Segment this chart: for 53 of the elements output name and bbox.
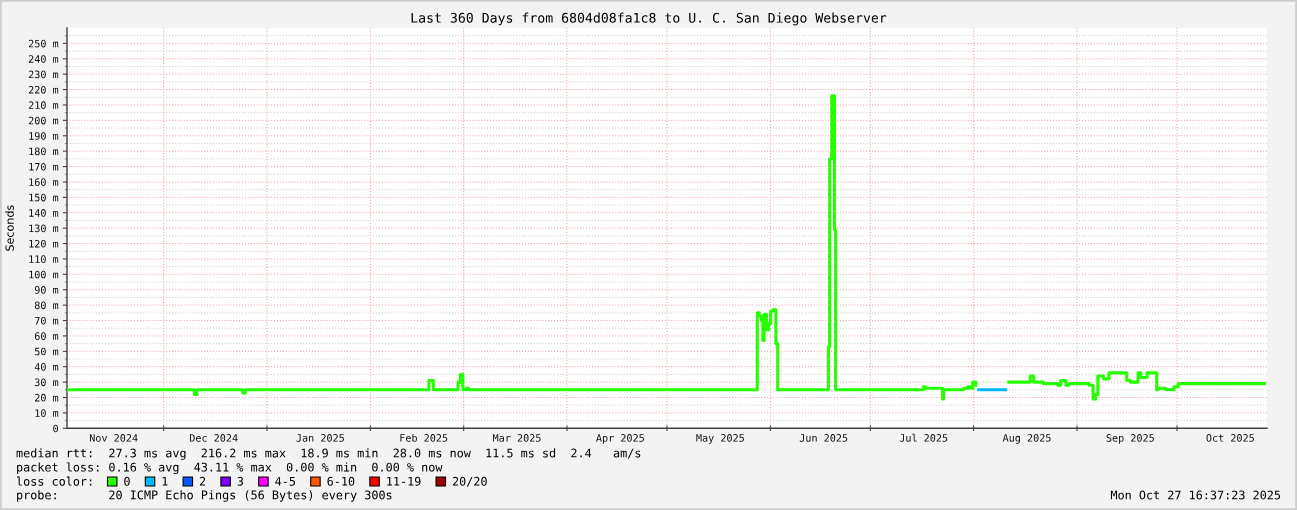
x-tick-label: May 2025 xyxy=(696,434,744,444)
y-tick-label: 240 m xyxy=(28,55,59,63)
y-tick-label: 120 m xyxy=(29,239,59,248)
y-tick-label: 160 m xyxy=(29,178,59,186)
text: probe: 20 ICMP Echo Pings (56 Bytes) every 300s xyxy=(17,490,392,502)
legend-label: 20/20 xyxy=(452,476,487,487)
x-tick-label: Dec 2024 xyxy=(189,434,238,442)
y-tick-label: 50 m xyxy=(34,347,59,356)
y-tick-label: 60 m xyxy=(34,332,59,340)
legend-label: 1 xyxy=(162,476,168,486)
y-tick-label: 200 m xyxy=(28,116,59,125)
y-tick-label: 210 m xyxy=(28,101,59,109)
y-tick-label: 110 m xyxy=(29,255,59,263)
y-tick-label: 30 m xyxy=(34,378,59,387)
chart-title: Last 360 Days from 6804d08fa1c8 to U. C. San Diego Webserver xyxy=(411,12,887,26)
y-tick-label: 40 m xyxy=(34,363,59,371)
x-tick-label: Jan 2025 xyxy=(296,434,344,442)
y-tick-label: 150 m xyxy=(29,193,59,202)
legend-label: 4-5 xyxy=(275,476,296,486)
y-tick-label: 100 m xyxy=(29,270,59,279)
y-tick-label: 80 m xyxy=(34,301,59,310)
x-tick-label: Mar 2025 xyxy=(493,434,541,442)
x-tick-label: Apr 2025 xyxy=(596,434,644,444)
x-tick-label: Sep 2025 xyxy=(1106,434,1154,444)
x-tick-label: Aug 2025 xyxy=(1002,434,1051,444)
text: packet loss: 0.16 % avg 43.11 % max 0.00 % min 0.00 % now xyxy=(17,462,443,474)
x-tick-label: Jul 2025 xyxy=(899,433,948,442)
legend-label: 2 xyxy=(199,476,206,486)
y-tick-label: 90 m xyxy=(34,286,59,294)
y-tick-label: 10 m xyxy=(35,409,59,417)
y-tick-label: 190 m xyxy=(29,132,59,140)
y-axis-title: Seconds xyxy=(5,205,14,251)
x-tick-label: Nov 2024 xyxy=(89,434,138,442)
y-tick-label: 250 m xyxy=(28,39,59,48)
y-tick-label: 230 m xyxy=(28,70,59,79)
y-tick-label: 130 m xyxy=(29,224,59,233)
x-tick-label: Oct 2025 xyxy=(1206,434,1254,442)
y-tick-label: 0 xyxy=(53,424,59,433)
legend-label: 0 xyxy=(124,476,130,486)
y-tick-label: 70 m xyxy=(34,316,59,325)
legend-label: 11-19 xyxy=(387,476,421,486)
y-tick-label: 220 m xyxy=(28,85,59,94)
text: Mon Oct 27 16:37:23 2025 xyxy=(1110,490,1281,500)
legend-title: loss color: xyxy=(16,476,92,486)
legend-label: 6-10 xyxy=(327,476,355,486)
y-tick-label: 20 m xyxy=(35,393,59,402)
text: median rtt: 27.3 ms avg 216.2 ms max 18.9 ms min 28.0 ms now 11.5 ms sd 2.4 am/s xyxy=(16,448,641,460)
y-tick-label: 170 m xyxy=(29,162,59,171)
x-tick-label: Jun 2025 xyxy=(799,434,848,442)
legend-label: 3 xyxy=(237,476,244,486)
x-tick-label: Feb 2025 xyxy=(400,433,448,442)
y-tick-label: 140 m xyxy=(29,209,59,217)
y-tick-label: 180 m xyxy=(29,147,59,156)
